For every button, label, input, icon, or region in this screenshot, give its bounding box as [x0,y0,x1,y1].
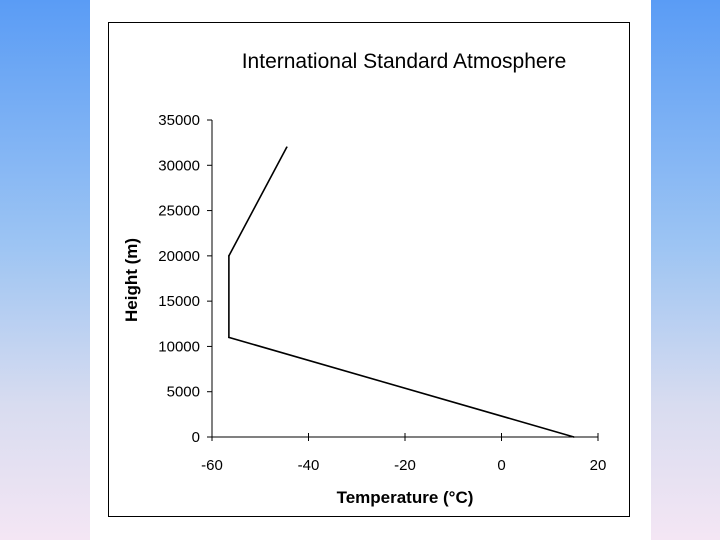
x-tick-label: -60 [201,457,223,474]
y-tick-label: 10000 [158,338,200,355]
y-axis-title: Height (m) [122,238,141,322]
y-tick-label: 30000 [158,157,200,174]
y-tick-label: 5000 [167,384,200,401]
chart-frame [108,22,630,517]
y-tick-label: 25000 [158,203,200,220]
series-point [285,146,288,148]
x-tick-label: -40 [298,457,320,474]
series-line [228,146,575,438]
y-tick-label: 35000 [158,112,200,129]
series-point [573,436,575,438]
series-point [228,336,230,339]
series-points [228,146,575,438]
y-tick-label: 15000 [158,293,200,310]
x-ticks: -60 -40 -20 0 20 [201,433,606,474]
y-tick-label: 0 [192,429,200,446]
x-tick-label: 20 [590,457,607,474]
x-axis-title: Temperature (°C) [337,488,474,507]
chart-title: International Standard Atmosphere [242,50,567,73]
series-point [228,255,230,257]
x-tick-label: -20 [394,457,416,474]
y-ticks: 0 5000 10000 15000 20000 25000 30000 35000 [158,112,212,446]
y-tick-label: 20000 [158,248,200,265]
x-tick-label: 0 [497,457,505,474]
